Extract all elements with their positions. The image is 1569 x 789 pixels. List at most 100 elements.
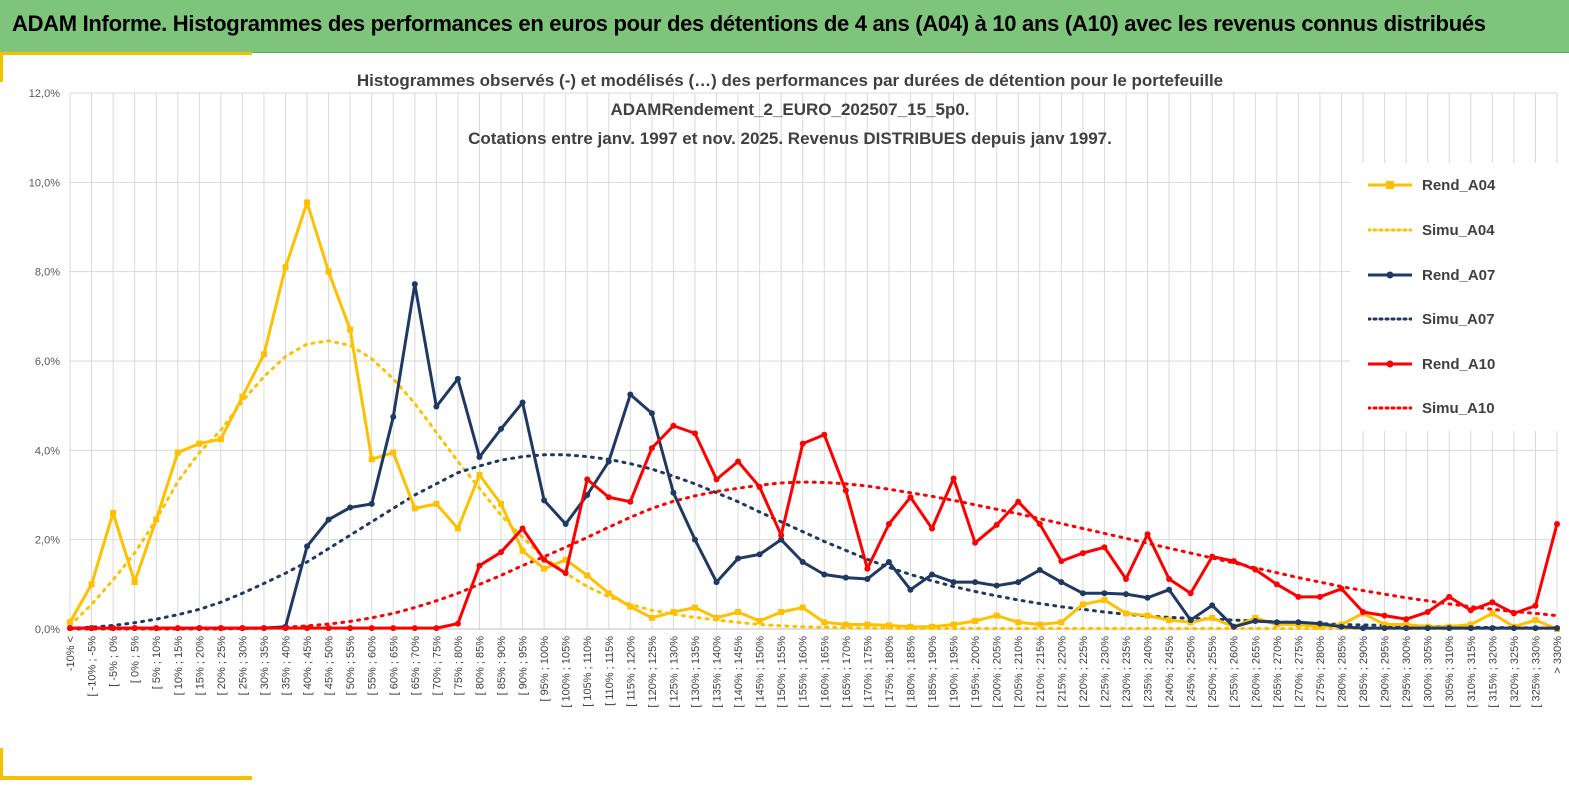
data-point-rend-a10 — [433, 625, 440, 632]
x-tick-label: [ 55% ; 60% — [367, 636, 379, 696]
data-point-rend-a10 — [670, 422, 677, 429]
data-point-rend-a10 — [1015, 498, 1022, 505]
data-point-rend-a10 — [88, 625, 95, 632]
x-tick-label: [ 310% ; 315% — [1466, 636, 1478, 708]
data-point-rend-a07 — [972, 579, 979, 586]
x-tick-label: [ 70% ; 75% — [431, 636, 443, 696]
data-point-rend-a10 — [627, 498, 634, 505]
data-point-rend-a04 — [1166, 617, 1173, 624]
data-point-rend-a04 — [756, 617, 763, 624]
title-banner: ADAM Informe. Histogrammes des performan… — [0, 0, 1569, 53]
data-point-rend-a04 — [67, 619, 73, 626]
data-point-rend-a10 — [1295, 593, 1302, 600]
x-tick-label: [ 170% ; 175% — [862, 636, 874, 708]
legend-item-simu-a04[interactable]: Simu_A04 — [1368, 220, 1495, 240]
data-point-rend-a07 — [1101, 590, 1108, 597]
legend-swatch-rend-a10 — [1368, 360, 1412, 368]
data-point-rend-a07 — [325, 516, 332, 523]
data-point-rend-a10 — [1338, 585, 1345, 592]
data-point-rend-a04 — [541, 565, 548, 572]
chart-title-line-3: Cotations entre janv. 1997 et nov. 2025.… — [468, 129, 1112, 148]
legend-label-simu-a04: Simu_A04 — [1422, 221, 1495, 239]
accent-bar-top-vertical — [0, 52, 3, 82]
data-point-rend-a10 — [1446, 593, 1453, 600]
data-point-rend-a07 — [648, 410, 655, 417]
data-point-rend-a04 — [411, 505, 418, 512]
data-point-rend-a04 — [88, 581, 95, 588]
data-point-rend-a04 — [1036, 621, 1043, 628]
series-line-simu-a10 — [68, 480, 1559, 631]
data-point-rend-a07 — [1166, 586, 1173, 593]
data-point-rend-a07 — [670, 489, 677, 496]
data-point-rend-a07 — [304, 543, 311, 550]
y-tick-label: 12,0% — [29, 88, 60, 100]
data-point-rend-a04 — [519, 547, 526, 554]
data-point-rend-a07 — [1338, 623, 1345, 630]
legend-item-rend-a07[interactable]: Rend_A07 — [1368, 265, 1495, 285]
data-point-rend-a07 — [562, 521, 569, 528]
data-point-rend-a07 — [691, 536, 698, 543]
data-point-rend-a10 — [1554, 521, 1560, 528]
data-point-rend-a10 — [498, 549, 505, 556]
data-point-rend-a10 — [282, 625, 289, 632]
data-point-rend-a04 — [1403, 621, 1410, 628]
x-tick-label: [ 5% ; 10% — [151, 636, 163, 689]
data-point-rend-a07 — [1360, 625, 1367, 632]
x-tick-label: [ -10% ; -5% — [87, 636, 99, 697]
data-point-rend-a04 — [1079, 601, 1086, 608]
data-point-rend-a04 — [778, 609, 785, 616]
data-point-rend-a10 — [1166, 575, 1173, 582]
legend-swatch-simu-a07 — [1368, 317, 1412, 321]
data-point-rend-a10 — [1532, 602, 1539, 609]
x-tick-label: [ 280% ; 285% — [1336, 636, 1348, 708]
x-tick-label: [ 40% ; 45% — [302, 636, 314, 696]
x-tick-label: [ 60% ; 65% — [388, 636, 400, 696]
data-point-rend-a04 — [842, 621, 849, 628]
data-point-rend-a10 — [1510, 610, 1517, 617]
legend-item-rend-a04[interactable]: Rend_A04 — [1368, 175, 1495, 195]
data-point-rend-a04 — [476, 471, 483, 478]
data-point-rend-a10 — [217, 625, 224, 632]
data-point-rend-a04 — [325, 268, 332, 275]
data-point-rend-a07 — [368, 500, 375, 507]
legend-label-rend-a07: Rend_A07 — [1422, 266, 1496, 284]
data-point-rend-a07 — [1532, 625, 1539, 632]
data-point-rend-a07 — [1316, 620, 1323, 627]
x-tick-label: [ 265% ; 270% — [1272, 636, 1284, 708]
data-point-rend-a10 — [1230, 558, 1237, 565]
accent-bar-bottom — [0, 776, 252, 780]
data-point-rend-a04 — [929, 623, 936, 630]
data-point-rend-a10 — [174, 625, 181, 632]
x-tick-label: [ 235% ; 240% — [1143, 636, 1155, 708]
data-point-rend-a04 — [950, 621, 957, 628]
x-tick-label: [ 140% ; 145% — [733, 636, 745, 708]
x-tick-label: [ 75% ; 80% — [453, 636, 465, 696]
x-tick-label: [ 135% ; 140% — [712, 636, 724, 708]
data-point-rend-a10 — [584, 476, 591, 483]
data-point-rend-a04 — [498, 500, 505, 507]
data-point-rend-a10 — [239, 625, 246, 632]
legend-item-rend-a10[interactable]: Rend_A10 — [1368, 354, 1495, 374]
x-tick-label: [ 300% ; 305% — [1423, 636, 1435, 708]
legend-item-simu-a07[interactable]: Simu_A07 — [1368, 309, 1495, 329]
chart-legend: Rend_A04 Simu_A04 Rend_A07 Simu_A07 Rend… — [1350, 163, 1560, 431]
data-point-rend-a10 — [476, 562, 483, 569]
data-point-rend-a10 — [325, 625, 332, 632]
x-tick-label: [ 190% ; 195% — [949, 636, 961, 708]
data-point-rend-a04 — [1532, 617, 1539, 624]
x-tick-label: [ 325% ; 330% — [1530, 636, 1542, 708]
data-point-rend-a04 — [282, 264, 289, 271]
x-tick-label: [ 220% ; 225% — [1078, 636, 1090, 708]
data-point-rend-a04 — [196, 440, 203, 447]
x-tick-label: [ 80% ; 85% — [474, 636, 486, 696]
data-point-rend-a10 — [347, 625, 354, 632]
x-tick-label: [ 0% ; 5% — [130, 636, 142, 683]
data-point-rend-a07 — [950, 579, 957, 586]
x-tick-label: [ 245% ; 250% — [1186, 636, 1198, 708]
x-tick-label: [ 290% ; 295% — [1380, 636, 1392, 708]
data-point-rend-a04 — [1316, 623, 1323, 630]
x-tick-label: [ 20% ; 25% — [216, 636, 228, 696]
y-tick-label: 4,0% — [35, 445, 60, 457]
legend-item-simu-a10[interactable]: Simu_A10 — [1368, 398, 1495, 418]
x-tick-label: [ 305% ; 310% — [1444, 636, 1456, 708]
